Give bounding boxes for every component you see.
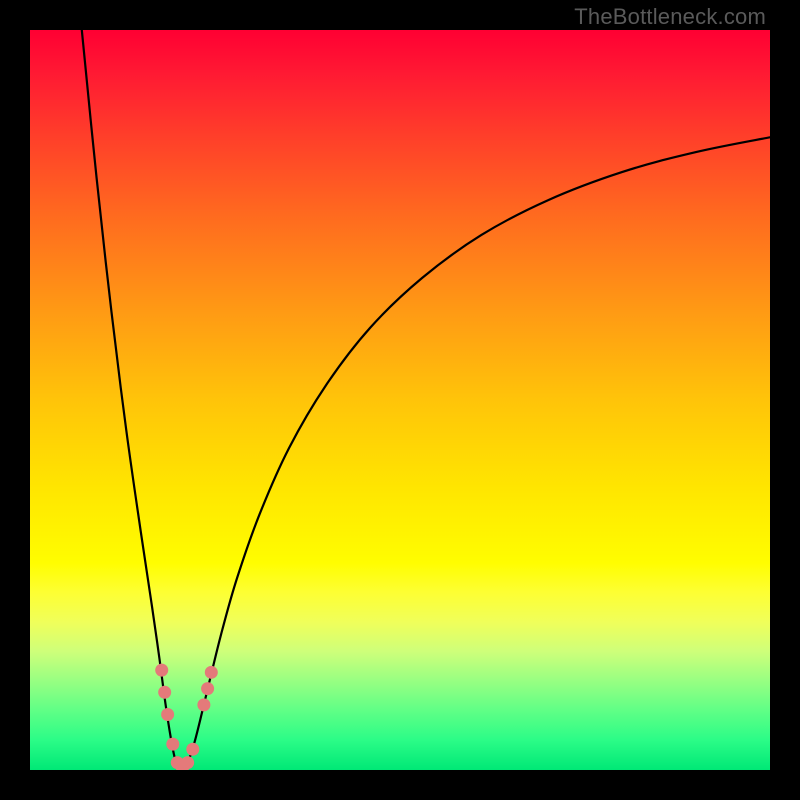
data-marker [161, 708, 174, 721]
bottleneck-curve [82, 30, 770, 769]
plot-area [30, 30, 770, 770]
data-marker [205, 666, 218, 679]
watermark-text: TheBottleneck.com [574, 4, 766, 30]
data-marker [181, 756, 194, 769]
data-marker [155, 664, 168, 677]
data-marker [197, 698, 210, 711]
marker-group [155, 664, 218, 770]
data-marker [166, 738, 179, 751]
data-marker [186, 743, 199, 756]
curve-layer [30, 30, 770, 770]
chart-frame: TheBottleneck.com [0, 0, 800, 800]
data-marker [158, 686, 171, 699]
data-marker [201, 682, 214, 695]
